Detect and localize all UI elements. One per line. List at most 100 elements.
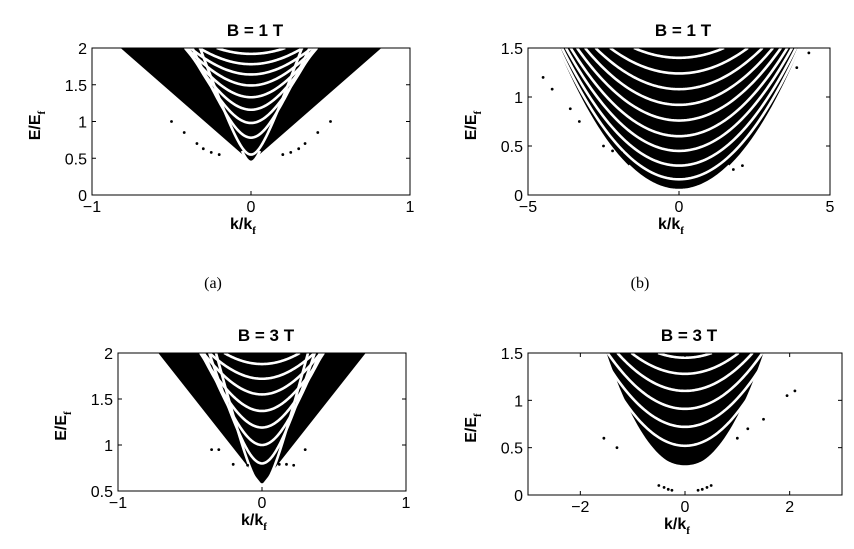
band-gap-8 <box>609 48 749 75</box>
data-point-3 <box>670 488 674 492</box>
data-point-6 <box>620 151 624 155</box>
data-point-10 <box>209 150 213 154</box>
x-tick-label: 5 <box>826 199 835 216</box>
chart-title: B = 1 T <box>227 21 284 40</box>
data-point-8 <box>303 448 307 451</box>
band-gap-6 <box>657 353 713 360</box>
band-gap-3 <box>564 48 794 153</box>
data-point-1 <box>662 486 666 489</box>
data-point-11 <box>746 427 750 431</box>
band-gap-7 <box>223 353 301 366</box>
data-point-0 <box>657 484 661 487</box>
band-gap-2 <box>560 48 798 167</box>
data-point-4 <box>696 488 700 492</box>
plot-area <box>120 48 382 164</box>
data-point-5 <box>700 487 704 491</box>
band-region <box>120 48 382 162</box>
y-tick-label: 0 <box>78 188 87 205</box>
band-region <box>158 353 366 485</box>
data-point-6 <box>705 486 709 489</box>
y-axis-label: E/Ef <box>53 411 74 441</box>
y-axis-label: E/Ef <box>463 413 484 443</box>
x-tick-label: −5 <box>519 199 537 216</box>
band-gap-4 <box>616 353 754 393</box>
data-point-9 <box>741 164 744 168</box>
band-gap-8 <box>198 48 304 66</box>
plot-area <box>158 353 366 486</box>
data-point-14 <box>793 389 797 393</box>
x-tick-label: −1 <box>109 495 127 512</box>
subfigure-caption: (a) <box>204 275 222 292</box>
band-gap-1 <box>198 48 304 156</box>
y-axis-label: E/Ef <box>27 110 48 140</box>
x-tick-label: 0 <box>258 495 267 512</box>
band-gap-6 <box>584 48 774 107</box>
data-point-5 <box>285 462 288 466</box>
subfigure-caption: (b) <box>631 275 650 292</box>
data-point-7 <box>231 462 235 466</box>
y-tick-label: 1.5 <box>91 392 113 409</box>
y-tick-label: 0.5 <box>501 441 523 458</box>
data-point-9 <box>615 446 619 450</box>
y-tick-label: 2 <box>104 346 113 363</box>
data-point-4 <box>182 131 186 134</box>
x-axis-label: k/kf <box>664 516 690 537</box>
y-tick-label: 1.5 <box>501 346 523 363</box>
band-gap-0 <box>214 353 310 486</box>
data-point-2 <box>297 147 301 151</box>
data-point-2 <box>568 107 572 111</box>
band-gap-7 <box>594 48 764 91</box>
chart-c: −1 0 1 0.5 1 1.5 2 B = 3 T k/kf E/Ef <box>53 326 411 533</box>
data-point-13 <box>785 394 789 397</box>
y-tick-label: 0.5 <box>501 139 523 156</box>
x-tick-label: −1 <box>83 199 101 216</box>
x-tick-label: 0 <box>675 199 684 216</box>
data-point-1 <box>550 87 554 91</box>
data-point-0 <box>195 142 199 145</box>
data-point-5 <box>316 131 320 134</box>
band-gap-5 <box>630 353 740 376</box>
data-point-10 <box>735 436 739 440</box>
chart-d: −2 0 2 0 0.5 1 1.5 B = 3 T k/kf E/Ef <box>463 326 843 537</box>
band-gap-3 <box>199 353 325 429</box>
band-gap-6 <box>208 353 316 381</box>
data-point-3 <box>303 142 307 145</box>
y-tick-label: 1.5 <box>65 78 87 95</box>
y-tick-label: 1 <box>514 393 523 410</box>
data-point-2 <box>246 463 250 467</box>
x-tick-label: −2 <box>571 499 589 516</box>
data-point-1 <box>201 147 205 151</box>
y-tick-label: 1 <box>78 115 87 132</box>
plot-area <box>557 48 801 192</box>
data-point-7 <box>709 484 713 487</box>
x-tick-label: 0 <box>681 499 690 516</box>
y-tick-label: 1 <box>514 90 523 107</box>
chart-title: B = 1 T <box>655 21 712 40</box>
band-gap-0 <box>593 353 777 468</box>
data-point-12 <box>762 417 765 421</box>
chart-title: B = 3 T <box>661 326 718 345</box>
x-axis-label: k/kf <box>230 216 256 237</box>
data-point-5 <box>611 149 614 153</box>
data-point-8 <box>602 436 606 440</box>
band-gap-1 <box>557 48 801 181</box>
data-point-6 <box>292 463 296 467</box>
band-gap-1 <box>596 353 774 448</box>
data-point-3 <box>577 120 581 123</box>
band-gap-3 <box>606 353 764 411</box>
x-tick-label: 1 <box>406 199 415 216</box>
band-gap-0 <box>627 164 731 192</box>
band-gap-9 <box>216 48 286 56</box>
data-point-9 <box>281 153 285 156</box>
band-gap-5 <box>184 48 318 99</box>
data-point-7 <box>329 120 332 123</box>
x-tick-label: 2 <box>785 499 794 516</box>
data-point-11 <box>289 150 293 154</box>
data-point-2 <box>666 487 670 491</box>
plot-area <box>593 353 777 468</box>
y-tick-label: 0 <box>514 188 523 205</box>
band-gap-4 <box>569 48 789 138</box>
band-gap-9 <box>633 48 725 60</box>
y-tick-label: 0.5 <box>91 484 113 501</box>
